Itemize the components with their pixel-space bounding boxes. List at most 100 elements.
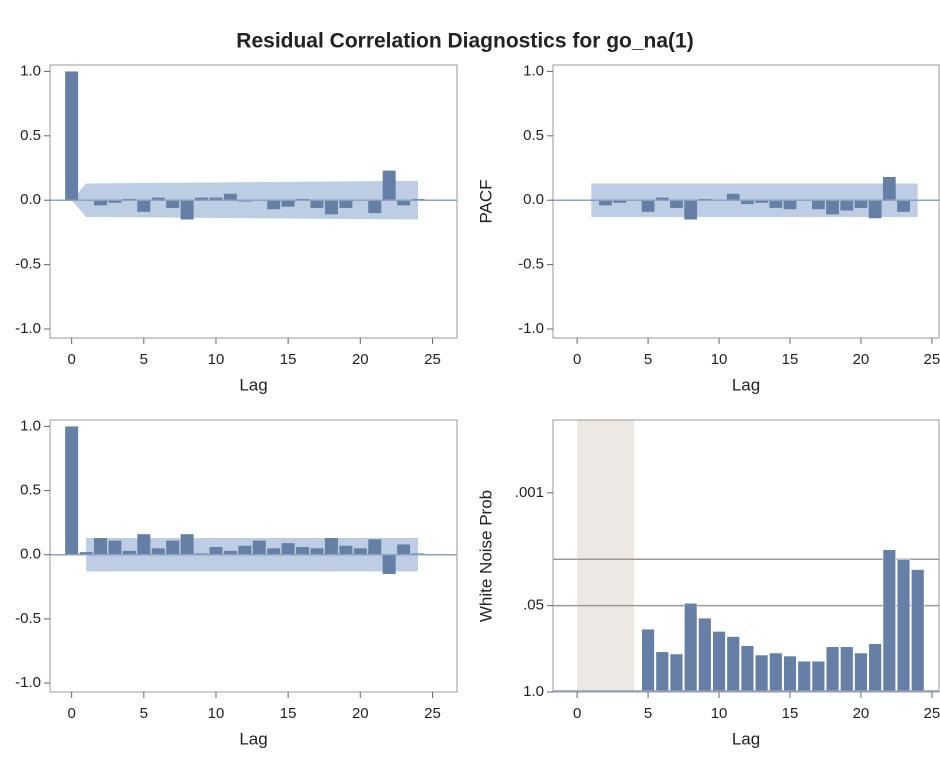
bar	[897, 200, 910, 212]
y-tick-label: .05	[523, 597, 544, 614]
x-tick-label: 20	[853, 351, 870, 368]
bar	[669, 653, 684, 693]
bar	[238, 545, 252, 555]
chart-title: Residual Correlation Diagnostics for go_…	[236, 30, 693, 53]
y-tick-label: 0.5	[523, 127, 544, 144]
bar	[397, 200, 411, 206]
x-tick-label: 5	[140, 705, 148, 722]
x-tick-label: 25	[924, 705, 940, 722]
bar	[180, 200, 194, 220]
bar	[882, 549, 897, 693]
bar	[310, 548, 324, 555]
x-tick-label: 0	[67, 351, 75, 368]
bar	[797, 660, 811, 693]
y-tick-label: 0.5	[20, 482, 41, 499]
bar	[698, 617, 712, 693]
y-tick-label: -0.5	[518, 256, 544, 273]
bar	[209, 197, 223, 201]
bar	[726, 193, 740, 201]
plot-frame	[552, 64, 940, 339]
bar	[79, 552, 93, 555]
x-tick-label: 10	[711, 351, 728, 368]
bar	[94, 200, 108, 206]
bar	[755, 200, 768, 203]
x-tick-label: 10	[208, 351, 225, 368]
bar	[137, 534, 151, 555]
x-tick-label: 15	[280, 351, 297, 368]
bar	[684, 200, 698, 220]
bar	[65, 426, 79, 555]
x-tick-label: 25	[924, 351, 940, 368]
y-tick-label: .001	[515, 484, 544, 501]
bar	[324, 538, 338, 555]
x-tick-label: 25	[424, 705, 441, 722]
bar	[641, 200, 655, 212]
bar	[151, 197, 165, 201]
x-tick-label: 10	[711, 705, 728, 722]
bar	[783, 200, 797, 210]
bar	[911, 569, 925, 693]
bar	[339, 200, 353, 208]
bar	[613, 200, 627, 203]
plot-frame	[49, 64, 458, 339]
y-axis-label: White Noise Prob	[476, 490, 495, 622]
bar	[296, 547, 310, 555]
bar	[740, 645, 755, 693]
bar	[281, 200, 295, 207]
x-tick-label: 0	[573, 705, 581, 722]
bar	[641, 628, 655, 693]
bar	[137, 200, 151, 212]
x-tick-label: 20	[853, 705, 870, 722]
bar	[151, 548, 165, 555]
x-tick-label: 5	[140, 351, 148, 368]
x-tick-label: 20	[352, 705, 369, 722]
bar	[209, 547, 223, 555]
bar	[382, 170, 396, 201]
x-axis-label: Lag	[732, 375, 760, 394]
y-tick-label: 1.0	[20, 62, 41, 79]
untested-region	[577, 420, 634, 692]
bar	[854, 652, 868, 693]
bar	[108, 200, 122, 203]
bar	[223, 193, 237, 201]
plot-frame	[49, 419, 458, 693]
bar	[769, 652, 783, 693]
bar	[108, 540, 122, 555]
bar	[122, 550, 136, 555]
bar	[868, 643, 882, 693]
bar	[166, 200, 180, 208]
plot-frame	[552, 419, 940, 693]
bar	[94, 538, 108, 555]
bar	[267, 548, 281, 555]
bar	[599, 200, 612, 206]
x-tick-label: 5	[644, 705, 652, 722]
y-tick-label: -0.5	[15, 256, 41, 273]
x-tick-label: 15	[782, 351, 799, 368]
bar	[324, 200, 338, 215]
x-tick-label: 5	[644, 351, 652, 368]
bar	[252, 540, 266, 555]
y-tick-label: 1.0	[523, 62, 544, 79]
bar	[825, 646, 840, 693]
bar	[353, 548, 367, 555]
bar	[397, 544, 411, 555]
bar	[281, 543, 295, 555]
y-tick-label: 1.0	[523, 683, 544, 700]
y-tick-label: 1.0	[20, 417, 41, 434]
y-tick-label: -0.5	[15, 610, 41, 627]
bar	[267, 200, 281, 210]
x-tick-label: 15	[280, 705, 297, 722]
x-axis-label: Lag	[239, 729, 267, 748]
bar	[655, 651, 669, 693]
bar	[339, 545, 353, 555]
bar	[882, 177, 896, 201]
bar	[223, 550, 237, 555]
x-tick-label: 0	[573, 351, 581, 368]
bar	[180, 534, 194, 555]
bar	[783, 655, 797, 693]
bar	[840, 646, 854, 693]
y-tick-label: 0.0	[20, 191, 41, 208]
bar	[712, 631, 726, 693]
bar	[166, 540, 180, 555]
y-tick-label: -1.0	[15, 674, 41, 691]
